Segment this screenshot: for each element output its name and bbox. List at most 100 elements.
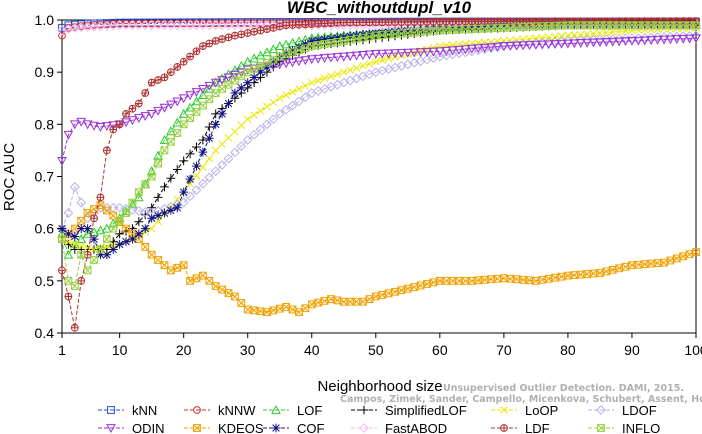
point-odin [127, 116, 138, 126]
point-ldf [692, 17, 700, 25]
point-kdeos [320, 297, 329, 305]
point-odin [537, 40, 548, 50]
point-inflo [160, 146, 169, 155]
point-cof [371, 28, 381, 38]
point-odin [140, 112, 151, 122]
point-odin [524, 41, 535, 51]
point-fastabod [153, 20, 163, 31]
point-inflo [179, 120, 188, 129]
point-inflo [96, 245, 105, 254]
point-inflo [103, 235, 111, 243]
point-inflo [64, 276, 73, 285]
legend-label: KDEOS [218, 421, 264, 434]
point-ldf [301, 20, 309, 28]
point-kdeos [301, 304, 310, 313]
point-loop [263, 102, 271, 111]
point-cof [121, 237, 131, 247]
point-inflo [320, 40, 329, 48]
point-inflo [340, 37, 348, 45]
point-inflo [224, 80, 233, 89]
point-loop [64, 237, 73, 246]
point-odin [370, 50, 381, 59]
point-cof [153, 211, 163, 221]
point-kdeos [295, 308, 303, 316]
legend-label: kNNW [218, 403, 256, 418]
point-kdeos [308, 300, 316, 309]
point-odin [652, 35, 663, 45]
series-kdeos [58, 201, 700, 317]
point-inflo [685, 21, 694, 29]
point-kdeos [500, 274, 508, 282]
point-inflo [455, 25, 463, 34]
point-odin [134, 114, 144, 124]
point-odin [588, 38, 599, 48]
point-inflo [218, 84, 227, 93]
point-ldf [487, 18, 495, 25]
point-inflo [122, 209, 130, 217]
point-lof [185, 102, 195, 112]
point-inflo [525, 23, 534, 31]
point-lof [76, 234, 87, 243]
point-kdeos [243, 305, 252, 314]
legend-label: kNN [132, 403, 157, 418]
point-odin [607, 37, 618, 47]
legend-marker [359, 423, 369, 433]
point-loop [589, 29, 598, 38]
point-ldf [481, 18, 489, 25]
point-odin [467, 44, 477, 54]
point-ldof [274, 108, 285, 119]
point-simplifiedlof [160, 182, 169, 192]
point-loop [596, 29, 604, 37]
point-knnw [58, 31, 66, 40]
point-kdeos [653, 259, 662, 267]
point-odin [582, 38, 592, 48]
point-ldf [148, 79, 156, 86]
point-odin [556, 39, 567, 49]
point-lof [191, 96, 202, 106]
point-odin [57, 156, 67, 166]
point-kdeos [179, 261, 188, 270]
point-kdeos [583, 270, 591, 278]
point-inflo [314, 41, 322, 49]
point-cof [108, 245, 118, 254]
point-inflo [71, 282, 79, 290]
point-lof [268, 44, 279, 54]
point-simplifiedlof [185, 149, 195, 159]
point-ldf [346, 19, 354, 26]
point-cof [128, 234, 137, 244]
point-inflo [480, 24, 489, 33]
point-ldf [141, 89, 149, 97]
point-ldf [295, 21, 303, 29]
point-cof [486, 21, 496, 31]
point-cof [115, 239, 125, 249]
legend-label: LOF [297, 403, 322, 418]
point-ldf [558, 17, 565, 25]
point-inflo [115, 217, 124, 225]
point-ldof [287, 100, 298, 111]
point-inflo [596, 21, 604, 29]
series-line-odin [61, 37, 697, 161]
point-ldof [191, 185, 202, 195]
point-ldf [500, 18, 508, 25]
point-ldf [161, 73, 168, 81]
point-inflo [410, 28, 418, 37]
point-inflo [448, 26, 457, 34]
point-inflo [231, 76, 239, 85]
point-cof [102, 250, 112, 260]
point-ldf [372, 18, 380, 26]
y-tick-label: 0.6 [35, 221, 55, 237]
series-odin [57, 34, 701, 166]
x-tick-label: 50 [368, 342, 384, 358]
series-simplifiedlof [57, 20, 701, 254]
point-loop [333, 70, 342, 79]
point-simplifiedlof [198, 135, 208, 145]
x-tick-label: 70 [496, 342, 512, 358]
point-inflo [333, 38, 342, 46]
point-kdeos [519, 276, 527, 284]
point-fastabod [204, 20, 215, 31]
point-inflo [641, 21, 649, 29]
point-inflo [90, 256, 98, 264]
point-loop [557, 32, 566, 40]
point-ldf [545, 17, 553, 25]
point-ldf [442, 18, 450, 25]
